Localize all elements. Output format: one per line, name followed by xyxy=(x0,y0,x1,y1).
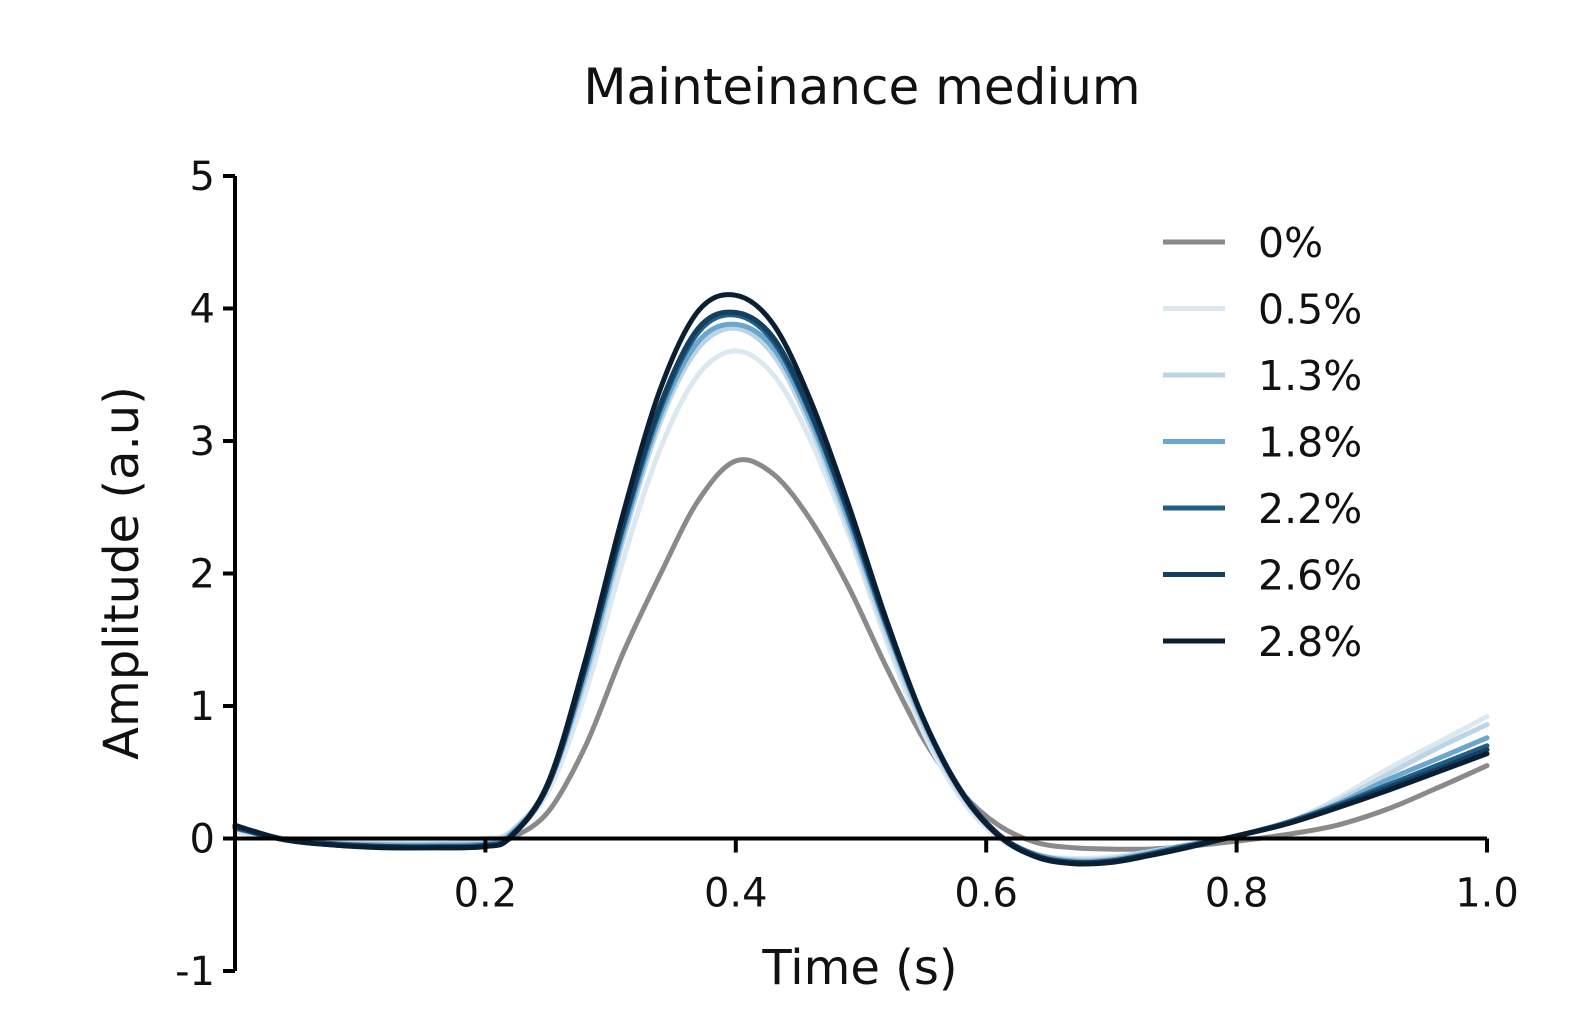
legend-item: 1.8% xyxy=(1163,419,1362,467)
x-tick-label: 1.0 xyxy=(1455,871,1519,917)
y-tick-label: 2 xyxy=(190,552,215,598)
chart-title: Mainteinance medium xyxy=(583,58,1140,116)
x-tick-label: 0.2 xyxy=(454,871,518,917)
x-tick-label: 0.6 xyxy=(954,871,1018,917)
legend-item: 0% xyxy=(1163,219,1323,267)
legend-item: 2.8% xyxy=(1163,618,1362,666)
y-tick-label: 3 xyxy=(190,419,215,465)
y-tick-label: -1 xyxy=(175,949,215,995)
legend-label: 0% xyxy=(1258,219,1323,267)
plot-area: 0.2 0.4 0.6 0.8 1.0 -1 0 1 2 3 4 5 xyxy=(175,154,1519,995)
y-tick-label: 0 xyxy=(190,817,215,863)
legend-item: 0.5% xyxy=(1163,286,1362,334)
y-tick-label: 1 xyxy=(190,684,215,730)
legend-label: 0.5% xyxy=(1258,286,1362,334)
y-axis-ticks: -1 0 1 2 3 4 5 xyxy=(175,154,235,995)
legend-item: 2.2% xyxy=(1163,485,1362,533)
y-axis-label: Amplitude (a.u) xyxy=(94,386,150,760)
y-tick-label: 4 xyxy=(190,287,215,333)
x-tick-label: 0.4 xyxy=(704,871,768,917)
legend-label: 2.8% xyxy=(1258,618,1362,666)
legend: 0% 0.5% 1.3% 1.8% 2.2% 2.6% 2.8% xyxy=(1163,219,1362,666)
legend-item: 2.6% xyxy=(1163,552,1362,600)
legend-label: 2.2% xyxy=(1258,485,1362,533)
legend-item: 1.3% xyxy=(1163,352,1362,400)
x-axis-ticks: 0.2 0.4 0.6 0.8 1.0 xyxy=(454,838,1519,917)
series-line xyxy=(232,292,1490,867)
x-axis-label: Time (s) xyxy=(761,940,957,996)
x-tick-label: 0.8 xyxy=(1205,871,1269,917)
legend-label: 2.6% xyxy=(1258,552,1362,600)
legend-label: 1.8% xyxy=(1258,419,1362,467)
legend-label: 1.3% xyxy=(1258,352,1362,400)
y-tick-label: 5 xyxy=(190,154,215,200)
